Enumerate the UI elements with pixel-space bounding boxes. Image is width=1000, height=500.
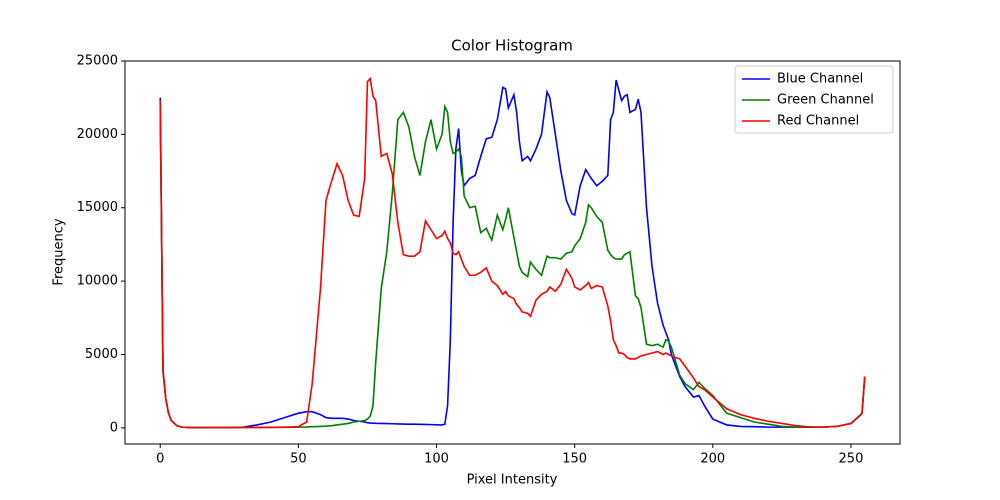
series-line xyxy=(159,76,866,429)
plot-frame xyxy=(124,60,901,445)
y-tick-label: 10000 xyxy=(77,274,118,289)
x-tick-label: 100 xyxy=(424,452,449,467)
x-tick-label: 200 xyxy=(700,452,725,467)
chart-title: Color Histogram xyxy=(451,37,573,55)
x-tick-label: 250 xyxy=(839,452,864,467)
y-tick-label: 5000 xyxy=(85,347,118,362)
x-tick-label: 150 xyxy=(562,452,587,467)
y-tick-label: 20000 xyxy=(77,127,118,142)
series-line xyxy=(159,103,866,429)
legend-label: Blue Channel xyxy=(777,72,863,87)
x-axis-label: Pixel Intensity xyxy=(467,473,558,488)
y-tick-label: 25000 xyxy=(77,54,118,69)
legend-label: Red Channel xyxy=(777,114,859,129)
legend-box xyxy=(734,65,894,134)
y-tick-label: 0 xyxy=(110,420,118,435)
y-axis-label: Frequency xyxy=(52,218,67,285)
x-tick-label: 50 xyxy=(290,452,307,467)
legend-label: Green Channel xyxy=(777,93,874,108)
x-tick-label: 0 xyxy=(156,452,164,467)
y-tick-label: 15000 xyxy=(77,200,118,215)
